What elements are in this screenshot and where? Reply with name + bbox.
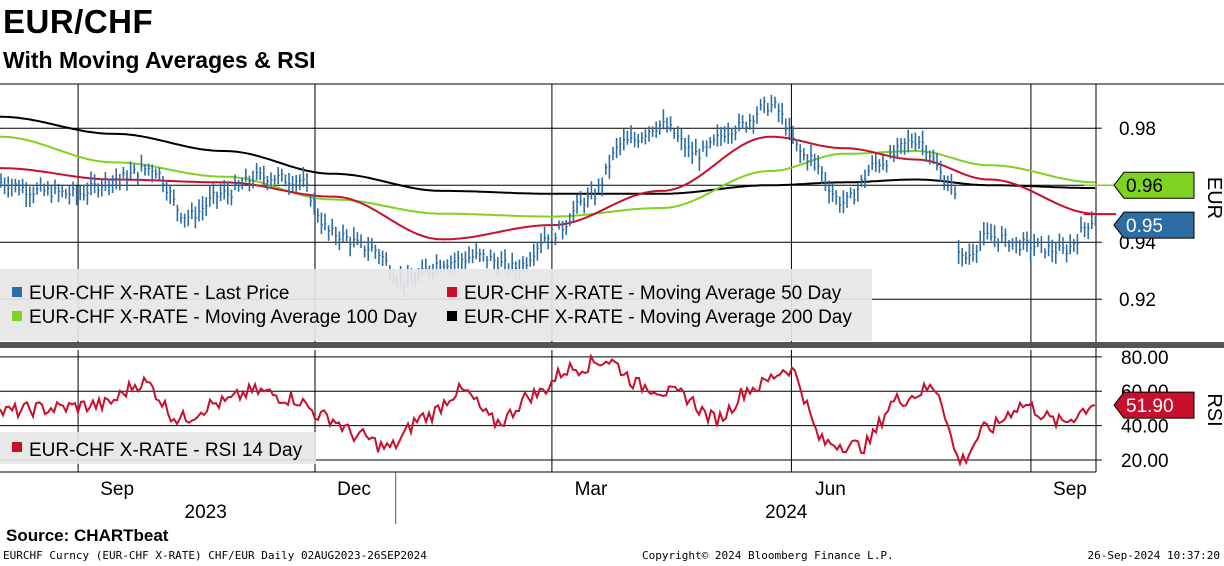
legend-label-0: EUR-CHF X-RATE - Last Price [29,283,289,304]
rsi-legend-swatch [12,442,22,452]
x-month-label-4: Sep [1053,479,1087,500]
panel-separator [0,342,1224,348]
rsi-axis-title: RSI [1203,393,1224,426]
rsi-ytick-label: 40.00 [1121,417,1169,438]
footer-security-info: EURCHF Curncy (EUR-CHF X-RATE) CHF/EUR D… [3,549,427,562]
price-axis-title: EUR [1203,177,1224,219]
rsi-ytick-label: 20.00 [1121,451,1169,472]
price-ytick-label: 0.98 [1119,119,1156,140]
legend-swatch-1 [447,287,457,297]
rsi-legend: EUR-CHF X-RATE - RSI 14 Day [0,432,316,464]
legend-swatch-2 [12,311,22,321]
price-legend: EUR-CHF X-RATE - Last Price EUR-CHF X-RAT… [0,269,872,341]
price-legend-background [0,269,872,341]
footer-timestamp: 26-Sep-2024 10:37:20 [1087,549,1220,562]
footer-copyright: Copyright© 2024 Bloomberg Finance L.P. [642,549,894,562]
legend-label-1: EUR-CHF X-RATE - Moving Average 50 Day [464,283,842,304]
chart-title: EUR/CHF [3,3,154,40]
rsi-ytick-label: 80.00 [1121,348,1169,369]
rsi-legend-label: EUR-CHF X-RATE - RSI 14 Day [29,440,303,461]
rsi-last-value-box [1113,391,1195,419]
chart-subtitle: With Moving Averages & RSI [3,47,316,73]
ma100-last-value-text: 0.96 [1126,176,1163,197]
rsi-line [0,353,1096,467]
price-bars-group [0,94,1097,298]
price-last-value-box [1113,211,1195,239]
rsi-last-value-text: 51.90 [1126,396,1174,417]
legend-label-3: EUR-CHF X-RATE - Moving Average 200 Day [464,307,852,328]
legend-swatch-0 [12,287,22,297]
x-month-label-0: Sep [100,479,134,500]
x-month-label-3: Jun [815,479,846,500]
rsi-legend-background [0,432,316,464]
ma100-line [0,135,1095,218]
price-last-value-text: 0.95 [1126,216,1163,237]
x-month-label-2: Mar [575,479,608,500]
legend-label-2: EUR-CHF X-RATE - Moving Average 100 Day [29,307,417,328]
legend-swatch-3 [447,311,457,321]
ma100-last-value-box [1113,171,1195,199]
x-year-label-0: 2023 [185,502,227,523]
x-month-label-1: Dec [337,479,371,500]
ma50-line [0,135,1096,241]
source-note: Source: CHARTbeat [6,526,169,545]
x-year-label-1: 2024 [765,502,808,523]
price-ytick-label: 0.92 [1119,290,1156,311]
ma200-line [0,115,1096,195]
